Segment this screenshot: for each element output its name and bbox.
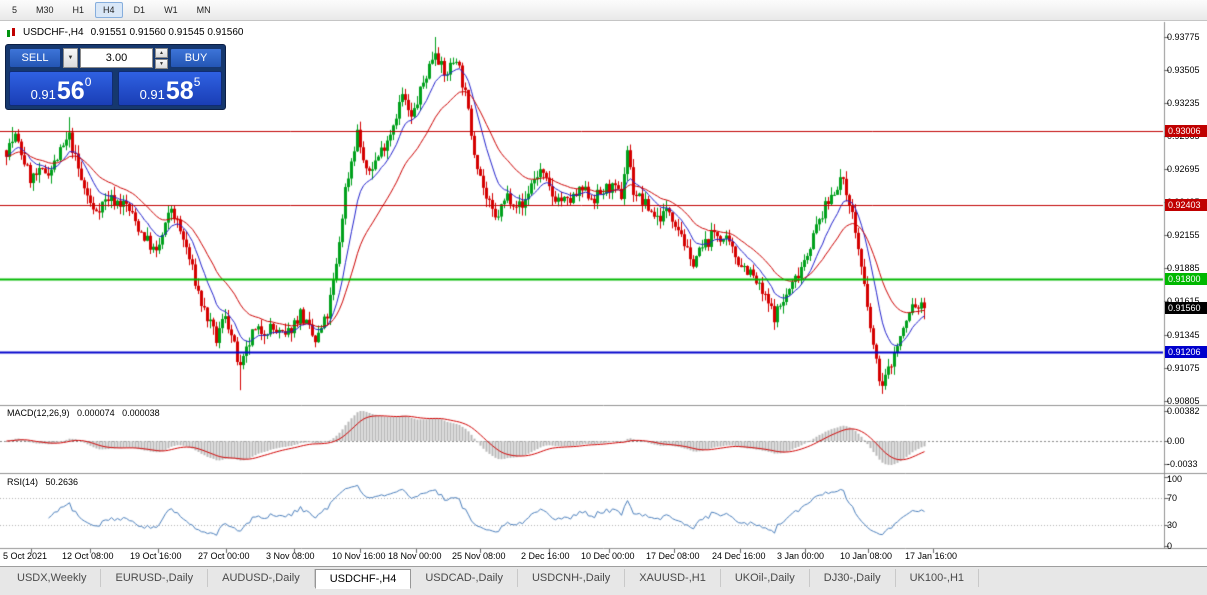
time-axis-label: 17 Dec 08:00 [646, 551, 700, 561]
price-axis-label: 0.93775 [1167, 32, 1200, 42]
volume-input[interactable] [80, 48, 153, 68]
chart-ohlc-values: 0.91551 0.91560 0.91545 0.91560 [90, 27, 244, 38]
one-click-trading-panel: SELL ▼ ▲ ▼ BUY 0.91 56 0 0.91 58 5 [5, 44, 226, 110]
chart-tab-usdx-weekly[interactable]: USDX,Weekly [3, 569, 102, 587]
chart-symbol: USDCHF-,H4 [23, 27, 84, 38]
buy-price-prefix: 0.91 [139, 87, 165, 102]
buy-price-superscript: 5 [193, 75, 201, 89]
rsi-indicator-header: RSI(14) 50.2636 [7, 477, 83, 487]
time-axis: 5 Oct 2021 12 Oct 08:00 19 Oct 16:00 27 Oct… [3, 551, 958, 561]
timeframe-button-5[interactable]: 5 [12, 5, 18, 15]
macd-axis-label: 0.00 [1167, 436, 1185, 446]
rsi-axis-label: 70 [1167, 492, 1178, 503]
sell-price-button[interactable]: 0.91 56 0 [9, 71, 113, 106]
time-axis-label: 17 Jan 16:00 [905, 551, 958, 561]
chart-tab-audusd-daily[interactable]: AUDUSD-,Daily [208, 569, 315, 587]
rsi-axis: 100 70 30 0 [1167, 0, 1207, 595]
price-level-label-0.91560: 0.91560 [1165, 302, 1207, 314]
price-axis-label: 0.91345 [1167, 329, 1200, 340]
price-axis-label: 0.93505 [1167, 65, 1200, 76]
chart-tab-usdcnh-daily[interactable]: USDCNH-,Daily [518, 569, 626, 587]
macd-indicator-header: MACD(12,26,9) 0.000074 0.000038 [7, 408, 165, 418]
timeframe-button-h1[interactable]: H1 [72, 5, 85, 15]
price-level-label-0.91800: 0.91800 [1165, 273, 1207, 285]
macd-main-value: 0.000074 [77, 408, 115, 418]
chart-tab-ukoil-daily[interactable]: UKOil-,Daily [721, 569, 810, 587]
price-axis-label: 0.91885 [1167, 263, 1200, 274]
timeframe-button-d1[interactable]: D1 [133, 5, 146, 15]
chart-tab-usdchf-h4[interactable]: USDCHF-,H4 [314, 569, 412, 589]
buy-price-button[interactable]: 0.91 58 5 [118, 71, 222, 106]
rsi-value: 50.2636 [45, 477, 79, 487]
chart-tab-dj30-daily[interactable]: DJ30-,Daily [810, 569, 896, 587]
time-axis-label: 2 Dec 16:00 [521, 551, 570, 561]
macd-axis-label: 0.00382 [1167, 406, 1200, 416]
chart-tab-eurusd-daily[interactable]: EURUSD-,Daily [101, 569, 209, 587]
time-axis-label: 3 Nov 08:00 [266, 551, 315, 561]
time-axis-label: 10 Dec 00:00 [581, 551, 635, 561]
macd-label: MACD(12,26,9) [7, 408, 70, 418]
rsi-axis-label: 100 [1167, 474, 1183, 484]
chart-tabs-bar: USDX,Weekly EURUSD-,Daily AUDUSD-,Daily USD… [0, 566, 1207, 595]
chart-tab-uk100-h1[interactable]: UK100-,H1 [896, 569, 980, 587]
sell-price-prefix: 0.91 [30, 87, 56, 102]
price-level-labels: 0.93006 0.92403 0.91800 0.91560 0.91206 [1165, 0, 1207, 595]
time-axis-label: 3 Jan 00:00 [777, 551, 825, 561]
timeframe-button-h4[interactable]: H4 [95, 2, 123, 18]
chart-tab-xauusd-h1[interactable]: XAUUSD-,H1 [625, 569, 721, 587]
time-axis-label: 25 Nov 08:00 [452, 551, 506, 561]
chart-ohlc-header: USDCHF-,H4 0.91551 0.91560 0.91545 0.915… [6, 27, 244, 38]
price-level-label-0.93006: 0.93006 [1165, 125, 1207, 137]
price-axis-label: 0.92695 [1167, 164, 1200, 175]
chart-tab-usdcad-daily[interactable]: USDCAD-,Daily [411, 569, 518, 587]
rsi-label: RSI(14) [7, 477, 39, 487]
timeframe-button-m30[interactable]: M30 [36, 5, 54, 15]
timeframe-toolbar: 5 M30 H1 H4 D1 W1 MN [0, 0, 1207, 21]
price-level-label-0.91206: 0.91206 [1165, 346, 1207, 358]
rsi-axis-label: 0 [1167, 541, 1173, 551]
time-axis-label: 18 Nov 00:00 [388, 551, 442, 561]
price-axis-label: 0.91615 [1167, 296, 1200, 306]
time-axis-label: 24 Dec 16:00 [712, 551, 766, 561]
trade-prices-row: 0.91 56 0 0.91 58 5 [9, 71, 222, 106]
macd-signal-value: 0.000038 [122, 408, 160, 418]
price-axis-label: 0.90805 [1167, 395, 1200, 406]
sell-price-superscript: 0 [84, 75, 92, 89]
volume-spinner: ▲ ▼ [155, 48, 168, 69]
price-axis-label: 0.92155 [1167, 230, 1200, 241]
sell-price-main: 56 [56, 77, 85, 105]
time-axis-label: 5 Oct 2021 [3, 551, 48, 561]
price-axis-label: 0.91075 [1167, 362, 1200, 373]
buy-price-main: 58 [165, 77, 194, 105]
macd-axis: 0.00382 0.00 -0.0033 [1167, 0, 1207, 595]
macd-axis-label: -0.0033 [1167, 459, 1198, 469]
volume-dropdown-button[interactable]: ▼ [63, 48, 78, 68]
rsi-axis-label: 30 [1167, 520, 1178, 531]
sell-button[interactable]: SELL [9, 48, 61, 68]
chart-type-icon [6, 27, 16, 38]
price-axis-label: 0.93235 [1167, 98, 1200, 109]
time-axis-label: 12 Oct 08:00 [62, 551, 114, 561]
time-axis-label: 19 Oct 16:00 [130, 551, 182, 561]
trade-controls-row: SELL ▼ ▲ ▼ BUY [9, 48, 222, 69]
time-axis-label: 10 Jan 08:00 [840, 551, 893, 561]
price-level-label-0.92403: 0.92403 [1165, 199, 1207, 211]
volume-decrease-button[interactable]: ▼ [155, 59, 168, 69]
time-axis-label: 27 Oct 00:00 [198, 551, 250, 561]
timeframe-button-mn[interactable]: MN [196, 5, 211, 15]
volume-increase-button[interactable]: ▲ [155, 48, 168, 58]
buy-button[interactable]: BUY [170, 48, 222, 68]
time-axis-label: 10 Nov 16:00 [332, 551, 386, 561]
timeframe-button-w1[interactable]: W1 [164, 5, 178, 15]
